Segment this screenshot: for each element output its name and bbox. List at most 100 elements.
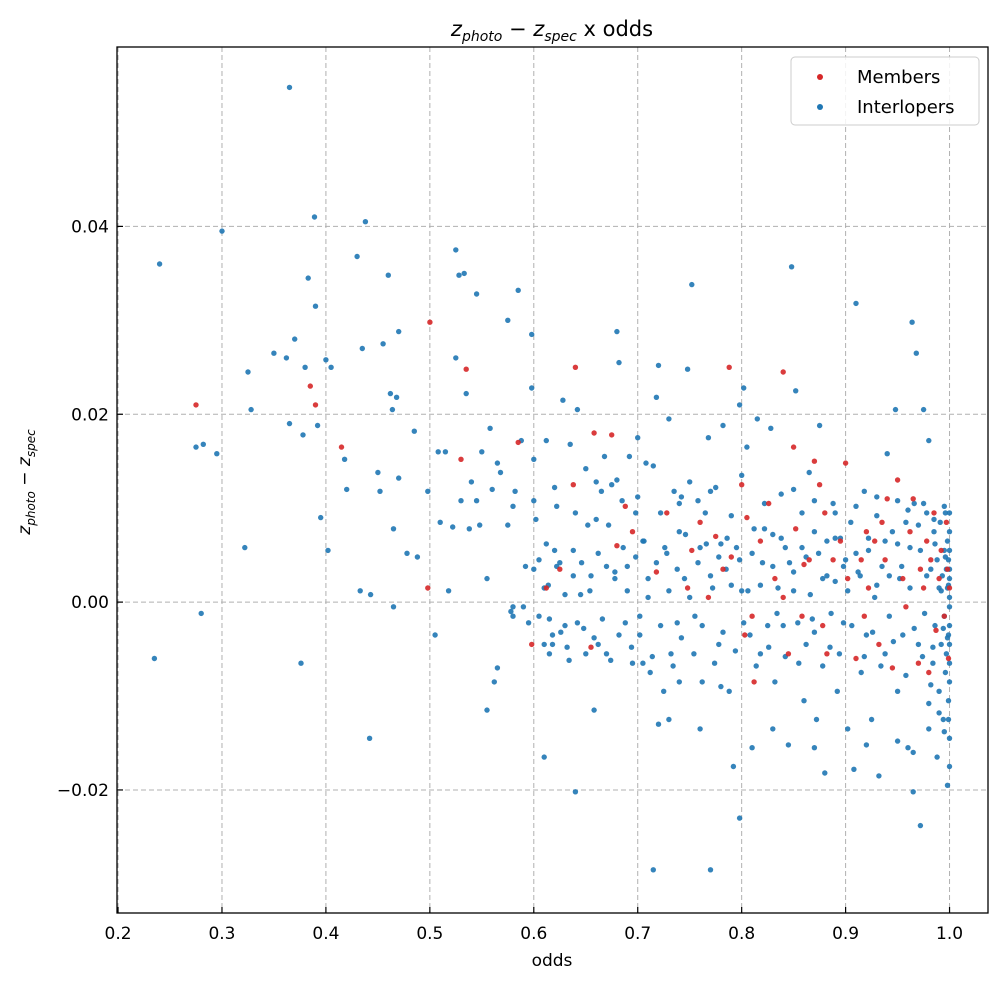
member-point	[936, 575, 942, 582]
interloper-point	[938, 641, 944, 648]
member-point	[924, 538, 930, 544]
interloper-point	[587, 588, 593, 594]
member-point	[876, 641, 882, 648]
interloper-point	[946, 735, 953, 741]
interloper-point	[450, 524, 456, 530]
interloper-point	[782, 544, 788, 551]
interloper-point	[882, 651, 888, 657]
interloper-point	[389, 406, 396, 413]
interloper-point	[907, 544, 913, 551]
interloper-point	[753, 663, 759, 669]
member-point	[629, 529, 636, 535]
member-point	[463, 366, 469, 372]
interloper-point	[720, 422, 726, 429]
interloper-point	[892, 406, 899, 413]
interloper-point	[836, 651, 843, 657]
member-point	[427, 319, 433, 325]
interloper-point	[531, 566, 537, 572]
interloper-point	[778, 535, 784, 541]
member-point	[879, 519, 885, 525]
interloper-point	[945, 716, 952, 723]
interloper-point	[744, 444, 750, 450]
interloper-point	[543, 541, 549, 547]
interloper-point	[946, 641, 953, 648]
interloper-point	[931, 529, 937, 535]
interloper-point	[924, 573, 930, 579]
interloper-point	[943, 651, 950, 657]
member-point	[790, 444, 797, 450]
interloper-point	[807, 591, 813, 598]
x-axis-label: odds	[532, 951, 573, 971]
interloper-point	[894, 541, 901, 547]
interloper-point	[640, 660, 646, 666]
interloper-point	[305, 275, 311, 281]
interloper-point	[940, 625, 946, 632]
interloper-point	[790, 588, 797, 594]
interloper-point	[271, 350, 277, 356]
interloper-point	[583, 466, 589, 472]
interloper-point	[541, 754, 547, 760]
interloper-point	[785, 742, 792, 748]
interloper-point	[626, 453, 633, 460]
interloper-point	[655, 362, 662, 369]
interloper-point	[832, 510, 838, 516]
interloper-point	[620, 544, 626, 551]
interloper-point	[529, 331, 535, 338]
interloper-point	[558, 629, 564, 635]
ylabel-subscript-1: photo	[24, 491, 38, 527]
interloper-point	[676, 500, 682, 507]
interloper-point	[827, 644, 833, 650]
interloper-point	[497, 469, 504, 476]
interloper-point	[653, 560, 660, 566]
interloper-point	[882, 538, 888, 544]
interloper-point	[614, 328, 620, 335]
interloper-point	[799, 544, 805, 551]
member-point	[751, 679, 757, 685]
interloper-point	[411, 428, 417, 434]
interloper-point	[811, 529, 818, 535]
member-point	[872, 538, 878, 544]
member-point	[889, 665, 896, 671]
x-tick-label: 0.5	[416, 924, 443, 944]
x-tick-label: 0.4	[312, 924, 339, 944]
interloper-point	[574, 620, 581, 626]
member-point	[822, 510, 828, 516]
interloper-point	[551, 547, 558, 554]
interloper-point	[832, 535, 838, 541]
interloper-point	[396, 475, 402, 481]
x-tick-label: 0.3	[208, 924, 235, 944]
interloper-point	[917, 547, 924, 554]
interloper-point	[551, 484, 558, 491]
member-point	[861, 613, 867, 619]
interloper-point	[445, 588, 452, 594]
interloper-point	[695, 498, 701, 504]
interloper-point	[946, 604, 953, 610]
interloper-point	[570, 547, 576, 554]
interloper-point	[616, 632, 622, 638]
member-point	[425, 585, 431, 591]
interloper-point	[849, 622, 855, 629]
interloper-point	[894, 738, 901, 744]
interloper-point	[699, 622, 705, 629]
interloper-point	[477, 522, 483, 528]
interloper-point	[456, 272, 462, 278]
interloper-point	[832, 578, 838, 585]
member-point	[705, 594, 712, 601]
interloper-point	[536, 557, 542, 563]
interloper-point	[934, 754, 940, 760]
interloper-point	[479, 449, 485, 455]
interloper-point	[788, 264, 795, 270]
interloper-point	[494, 665, 501, 671]
member-point	[614, 543, 620, 549]
interloper-point	[946, 763, 953, 770]
interloper-point	[674, 620, 680, 626]
interloper-point	[624, 563, 630, 570]
member-point	[816, 482, 823, 488]
interloper-point	[541, 641, 547, 648]
interloper-point	[848, 519, 854, 525]
interloper-point	[668, 651, 674, 657]
interloper-point	[193, 444, 199, 450]
member-point	[720, 566, 726, 572]
interloper-point	[318, 514, 324, 521]
interloper-point	[653, 394, 660, 400]
